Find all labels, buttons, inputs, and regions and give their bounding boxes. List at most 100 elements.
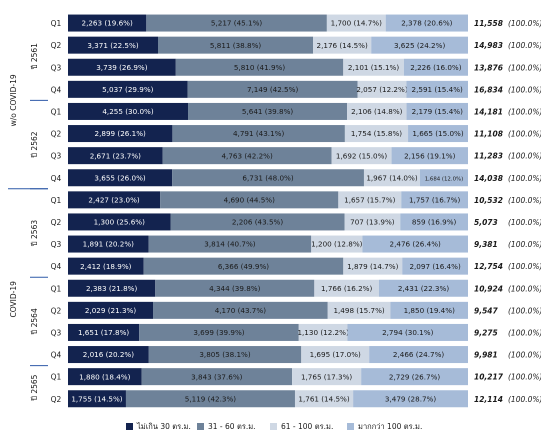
- bar-segment: [68, 191, 161, 209]
- row-total: 9,275: [474, 328, 498, 337]
- row-total: 14,038: [474, 174, 503, 183]
- bar-value-label: 1,766 (16.2%): [321, 284, 372, 293]
- quarter-label: Q3: [51, 152, 62, 161]
- row-total-pct: (100.0%): [508, 328, 541, 337]
- bar-value-label: 5,810 (41.9%): [234, 63, 285, 72]
- bar-value-label: 1,891 (20.2%): [83, 240, 134, 249]
- row-total: 9,381: [474, 240, 498, 249]
- row-total: 10,217: [474, 373, 504, 382]
- bar-segment: [153, 301, 328, 319]
- bar-value-label: 3,739 (26.9%): [96, 63, 147, 72]
- bar-value-label: 2,101 (15.1%): [348, 63, 399, 72]
- bar-segment: [362, 235, 468, 253]
- row-total: 12,754: [474, 262, 503, 271]
- bar-segment: [420, 169, 468, 187]
- bar-value-label: 2,383 (21.8%): [86, 284, 137, 293]
- bar-value-label: 2,378 (20.6%): [401, 19, 452, 28]
- bar-value-label: 1,684 (12.0%): [425, 176, 463, 182]
- bar-value-label: 3,625 (24.2%): [394, 41, 445, 50]
- bar-value-label: 2,179 (15.4%): [412, 107, 463, 116]
- bar-segment: [68, 36, 158, 54]
- bar-segment: [343, 257, 403, 275]
- bar-value-label: 1,651 (17.8%): [78, 328, 129, 337]
- quarter-label: Q1: [51, 107, 62, 116]
- bar-value-label: 2,057 (12.2%): [356, 85, 407, 94]
- bar-value-label: 1,754 (15.8%): [351, 129, 402, 138]
- bar-segment: [357, 80, 407, 98]
- bar-value-label: 1,850 (19.4%): [404, 306, 455, 315]
- quarter-label: Q3: [51, 328, 62, 337]
- row-total: 11,558: [474, 19, 503, 28]
- bar-segment: [68, 213, 171, 231]
- bar-segment: [338, 191, 402, 209]
- quarter-label: Q3: [51, 63, 62, 72]
- quarter-label: Q1: [51, 373, 62, 382]
- bar-value-label: 2,794 (30.1%): [382, 328, 433, 337]
- quarter-label: Q1: [51, 19, 62, 28]
- row-total-pct: (100.0%): [508, 41, 541, 50]
- bar-value-label: 1,700 (14.7%): [331, 19, 382, 28]
- bar-value-label: 2,466 (24.7%): [393, 350, 444, 359]
- bar-value-label: 2,156 (19.1%): [404, 151, 455, 160]
- quarter-label: Q3: [51, 240, 62, 249]
- bar-value-label: 3,814 (40.7%): [204, 240, 255, 249]
- quarter-label: Q2: [51, 306, 62, 315]
- bar-segment: [172, 169, 364, 187]
- row-total-pct: (100.0%): [508, 85, 541, 94]
- quarter-label: Q4: [51, 174, 62, 183]
- legend-swatch: [347, 423, 354, 430]
- bar-value-label: 1,879 (14.7%): [347, 262, 398, 271]
- bar-value-label: 5,217 (45.1%): [211, 19, 262, 28]
- bar-segment: [327, 301, 391, 319]
- bar-value-label: 2,029 (21.3%): [85, 306, 136, 315]
- bar-value-label: 2,412 (18.9%): [80, 262, 131, 271]
- bar-value-label: 1,757 (16.7%): [409, 195, 460, 204]
- bar-segment: [353, 390, 468, 408]
- row-total: 13,876: [474, 63, 503, 72]
- bar-segment: [298, 323, 348, 341]
- bar-value-label: 3,843 (37.6%): [191, 372, 242, 381]
- row-total-pct: (100.0%): [508, 174, 541, 183]
- bar-value-label: 1,755 (14.5%): [71, 394, 122, 403]
- bar-value-label: 2,263 (19.6%): [82, 19, 133, 28]
- quarter-label: Q1: [51, 196, 62, 205]
- year-label: ปี 2563: [30, 220, 39, 247]
- bar-segment: [314, 279, 379, 297]
- bar-segment: [68, 323, 140, 341]
- row-total-pct: (100.0%): [508, 107, 541, 116]
- bar-segment: [68, 257, 144, 275]
- bar-value-label: 3,371 (22.5%): [87, 41, 138, 50]
- bar-value-label: 3,699 (39.9%): [193, 328, 244, 337]
- bar-segment: [188, 102, 348, 120]
- row-total-pct: (100.0%): [508, 373, 541, 382]
- bar-value-label: 6,366 (49.9%): [218, 262, 269, 271]
- bar-value-label: 1,967 (14.0%): [366, 173, 417, 182]
- bar-segment: [361, 368, 468, 386]
- bar-value-label: 4,791 (43.1%): [233, 129, 284, 138]
- bar-value-label: 4,255 (30.0%): [102, 107, 153, 116]
- bar-value-label: 1,765 (17.3%): [301, 372, 352, 381]
- bar-segment: [371, 36, 468, 54]
- row-total-pct: (100.0%): [508, 152, 541, 161]
- bar-segment: [391, 147, 468, 165]
- year-label: ปี 2561: [30, 43, 39, 70]
- legend-label: 61 - 100 ตร.ม.: [281, 422, 333, 431]
- bar-segment: [68, 102, 189, 120]
- legend-swatch: [197, 423, 204, 430]
- bar-segment: [400, 213, 468, 231]
- bar-segment: [68, 368, 142, 386]
- bar-value-label: 1,300 (25.6%): [94, 218, 145, 227]
- bar-segment: [311, 235, 363, 253]
- bar-segment: [401, 191, 468, 209]
- row-total: 9,981: [474, 351, 498, 360]
- bar-segment: [68, 346, 149, 364]
- group-label: COVID-19: [9, 281, 18, 318]
- bar-segment: [68, 390, 126, 408]
- bar-value-label: 3,479 (28.7%): [385, 394, 436, 403]
- row-total-pct: (100.0%): [508, 196, 541, 205]
- bar-segment: [369, 346, 468, 364]
- row-total-pct: (100.0%): [508, 218, 541, 227]
- row-total-pct: (100.0%): [508, 284, 541, 293]
- bar-value-label: 1,665 (15.0%): [412, 129, 463, 138]
